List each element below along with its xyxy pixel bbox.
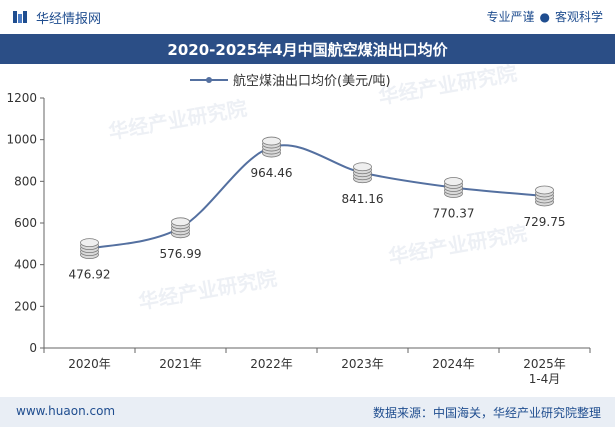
- axes: 0 200 400 600 800 1000 1200 2020年 2021年 2022年 2023…: [6, 91, 591, 386]
- legend-label: 航空煤油出口均价(美元/吨): [233, 73, 391, 89]
- logo-icon: [13, 11, 27, 23]
- x-tick-label: 2024年: [432, 357, 475, 371]
- coin-top: [353, 162, 372, 172]
- title-bar: 2020-2025年4月中国航空煤油出口均价: [0, 34, 615, 64]
- watermark-text: 华经产业研究院: [387, 221, 529, 269]
- x-tick-label: 2023年: [341, 357, 384, 371]
- coin-top: [262, 136, 281, 146]
- line-chart: 华经产业研究院 华经产业研究院 华经产业研究院 华经产业研究院 航空煤油出口均价…: [6, 64, 591, 386]
- coin-top: [171, 217, 190, 227]
- watermark-text: 华经产业研究院: [107, 96, 249, 144]
- chart-title: 2020-2025年4月中国航空煤油出口均价: [167, 41, 448, 59]
- y-tick-label: 1200: [6, 91, 37, 105]
- dot-separator-icon: ●: [539, 10, 550, 24]
- x-tick-label: 2025年 1-4月: [523, 357, 566, 386]
- data-label: 576.99: [160, 247, 202, 261]
- y-tick-label: 200: [14, 299, 37, 313]
- slogan-right: 客观科学: [554, 10, 603, 24]
- data-label: 964.46: [251, 166, 293, 180]
- coin-top: [535, 185, 554, 195]
- footer-website[interactable]: www.huaon.com: [16, 404, 116, 418]
- top-bar: 华经情报网 专业严谨 ● 客观科学: [0, 0, 615, 34]
- legend: 航空煤油出口均价(美元/吨): [190, 73, 391, 89]
- data-point-coin-icon: [80, 238, 99, 260]
- data-point-coin-icon: [262, 136, 281, 158]
- brand-name: 华经情报网: [36, 12, 102, 27]
- y-tick-label: 1000: [6, 133, 37, 147]
- slogan: 专业严谨 ● 客观科学: [486, 8, 603, 25]
- data-label: 841.16: [342, 192, 384, 206]
- data-point-coin-icon: [353, 162, 372, 184]
- y-tick-label: 0: [29, 341, 37, 355]
- coin-top: [80, 238, 99, 248]
- data-point-coin-icon: [171, 217, 190, 239]
- y-tick-label: 600: [14, 216, 37, 230]
- x-tick-label: 2022年: [250, 357, 293, 371]
- footer: www.huaon.com 数据来源：中国海关，华经产业研究院整理: [0, 397, 615, 427]
- x-tick-label: 2021年: [159, 357, 202, 371]
- y-tick-label: 400: [14, 258, 37, 272]
- data-label: 729.75: [524, 215, 566, 229]
- data-label: 770.37: [433, 207, 475, 221]
- x-tick-label: 2020年: [68, 357, 111, 371]
- legend-marker-icon: [206, 77, 212, 83]
- data-labels: 476.92 576.99 964.46 841.16 770.37 729.75: [69, 166, 566, 282]
- data-point-coin-icon: [444, 177, 463, 198]
- data-points: [80, 136, 554, 260]
- data-point-coin-icon: [535, 185, 554, 207]
- watermark-text: 华经产业研究院: [137, 266, 279, 314]
- coin-top: [444, 177, 463, 186]
- footer-source: 数据来源：中国海关，华经产业研究院整理: [372, 406, 601, 420]
- y-tick-label: 800: [14, 174, 37, 188]
- data-label: 476.92: [69, 268, 111, 282]
- watermark-text: 华经产业研究院: [377, 64, 519, 109]
- slogan-left: 专业严谨: [486, 10, 535, 24]
